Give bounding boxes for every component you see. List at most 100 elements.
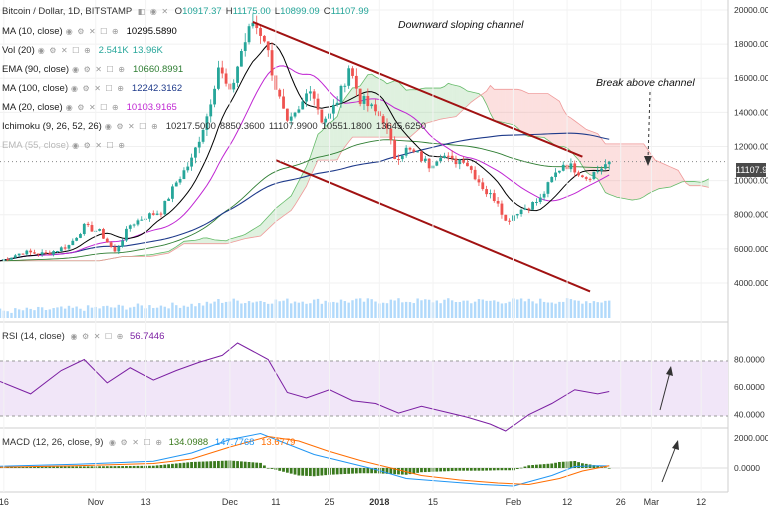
legend-controls-icon[interactable]: ◉ ⚙ ✕ ☐ ⊕	[37, 46, 92, 55]
ma-20-line	[0, 65, 610, 262]
candle-body	[496, 200, 500, 204]
macd-histogram-bar	[217, 460, 220, 468]
candle-body	[40, 252, 44, 255]
volume-bar	[412, 303, 416, 318]
volume-bar	[71, 307, 74, 318]
indicator-legend-row[interactable]: MA (20, close) ◉ ⚙ ✕ ☐ ⊕ 10103.9165	[2, 102, 177, 114]
macd-histogram-bar	[105, 466, 109, 468]
legend-controls-icon[interactable]: ◧ ◉ ✕	[137, 7, 170, 16]
legend-controls-icon[interactable]: ◉ ⚙ ✕ ☐ ⊕	[109, 438, 163, 447]
macd-histogram-bar	[489, 468, 492, 471]
indicator-legend-row[interactable]: Vol (20) ◉ ⚙ ✕ ☐ ⊕ 2.541K 13.96K	[2, 45, 163, 57]
macd-histogram-bar	[102, 466, 105, 468]
volume-bar	[90, 307, 94, 318]
candle-body	[262, 35, 266, 42]
candle-body	[351, 68, 354, 76]
cloud-segment	[559, 101, 564, 147]
legend-controls-icon[interactable]: ◉ ⚙ ✕ ☐ ⊕	[65, 103, 120, 112]
volume-bar	[194, 306, 197, 318]
cloud-segment	[459, 86, 464, 113]
cloud-segment	[639, 143, 644, 199]
candle-body	[485, 189, 489, 195]
macd-histogram-bar	[573, 461, 577, 468]
indicator-legend-row[interactable]: MA (10, close) ◉ ⚙ ✕ ☐ ⊕ 10295.5890	[2, 26, 177, 38]
candle-body	[270, 50, 274, 76]
cloud-segment	[222, 240, 227, 244]
candle-body	[477, 179, 481, 183]
macd-histogram-bar	[561, 461, 565, 468]
ohlc-key: C	[323, 6, 331, 17]
cloud-segment	[402, 86, 407, 138]
price-tick-label: 4000.0000	[734, 278, 768, 288]
macd-histogram-bar	[389, 468, 393, 474]
macd-histogram-bar	[362, 468, 366, 474]
candle-body	[140, 219, 144, 221]
volume-bar	[175, 305, 178, 318]
candle-body	[163, 200, 167, 215]
volume-bar	[558, 301, 561, 318]
indicator-legend-row[interactable]: EMA (55, close) ◉ ⚙ ✕ ☐ ⊕	[2, 140, 129, 152]
macd-legend[interactable]: MACD (12, 26, close, 9) ◉ ⚙ ✕ ☐ ⊕ 134.09…	[2, 437, 295, 449]
volume-bar	[48, 309, 52, 318]
time-tick-label: Dec	[222, 497, 239, 507]
indicator-legend-row[interactable]: Ichimoku (9, 26, 52, 26) ◉ ⚙ ✕ ☐ ⊕ 10217.5…	[2, 121, 426, 133]
legend-controls-icon[interactable]: ◉ ⚙ ✕ ☐ ⊕	[72, 65, 126, 74]
ohlc-value: 10917.37	[182, 6, 222, 17]
volume-bar	[221, 302, 224, 318]
candle-body	[481, 182, 485, 190]
indicator-value: 10295.5890	[126, 26, 177, 37]
time-tick-label: 26	[616, 497, 626, 507]
legend-controls-icon[interactable]: ◉ ⚙ ✕ ☐ ⊕	[70, 332, 125, 341]
symbol-legend[interactable]: Bitcoin / Dollar, 1D, BITSTAMP ◧ ◉ ✕ O10…	[2, 6, 369, 18]
cloud-segment	[490, 85, 495, 121]
indicator-label: MA (20, close)	[2, 102, 63, 113]
candle-body	[197, 141, 201, 148]
macd-histogram-bar	[75, 466, 79, 468]
candle-body	[435, 161, 439, 166]
legend-controls-icon[interactable]: ◉ ⚙ ✕ ☐ ⊕	[104, 122, 159, 131]
cloud-segment	[187, 240, 192, 244]
cloud-segment	[628, 143, 633, 201]
candle-body	[209, 104, 213, 117]
cloud-segment	[344, 93, 349, 147]
macd-histogram-bar	[347, 468, 351, 474]
volume-bar	[25, 307, 29, 318]
ohlc-values: O10917.37 H11175.00 L10899.09 C11107.99	[175, 6, 369, 17]
candle-body	[125, 228, 128, 241]
cloud-segment	[532, 93, 537, 137]
legend-controls-icon[interactable]: ◉ ⚙ ✕ ☐ ⊕	[71, 84, 125, 93]
macd-histogram-bar	[581, 463, 584, 468]
rsi-legend[interactable]: RSI (14, close) ◉ ⚙ ✕ ☐ ⊕ 56.7446	[2, 331, 164, 343]
candle-body	[44, 252, 48, 254]
legend-controls-icon[interactable]: ◉ ⚙ ✕ ☐ ⊕	[72, 141, 126, 150]
rsi-arrow-line	[659, 371, 671, 411]
volume-bar	[355, 298, 358, 318]
breakout-arrow-line	[647, 91, 651, 161]
macd-histogram-bar	[128, 465, 132, 468]
volume-bar	[404, 301, 408, 318]
macd-histogram-bar	[427, 468, 431, 472]
volume-bar	[447, 298, 450, 318]
volume-bar	[270, 303, 274, 318]
macd-histogram-bar	[121, 466, 125, 468]
cloud-segment	[436, 88, 441, 121]
candle-body	[213, 88, 216, 105]
cloud-segment	[666, 165, 671, 188]
ema-90-line	[0, 139, 610, 262]
macd-histogram-bar	[500, 468, 504, 471]
indicator-legend-row[interactable]: EMA (90, close) ◉ ⚙ ✕ ☐ ⊕ 10660.8991	[2, 64, 183, 76]
volume-bar	[163, 306, 166, 318]
macd-histogram-bar	[251, 462, 255, 468]
macd-histogram-bar	[113, 466, 117, 468]
indicator-legend-row[interactable]: MA (100, close) ◉ ⚙ ✕ ☐ ⊕ 12242.3162	[2, 83, 182, 95]
macd-histogram-bar	[331, 468, 335, 475]
volume-bar	[132, 306, 136, 318]
candles	[2, 13, 611, 263]
macd-histogram-bar	[439, 468, 443, 472]
legend-controls-icon[interactable]: ◉ ⚙ ✕ ☐ ⊕	[65, 27, 120, 36]
cloud-segment	[475, 92, 479, 100]
candle-body	[285, 108, 289, 121]
cloud-segment	[521, 90, 525, 135]
cloud-segment	[597, 133, 602, 186]
